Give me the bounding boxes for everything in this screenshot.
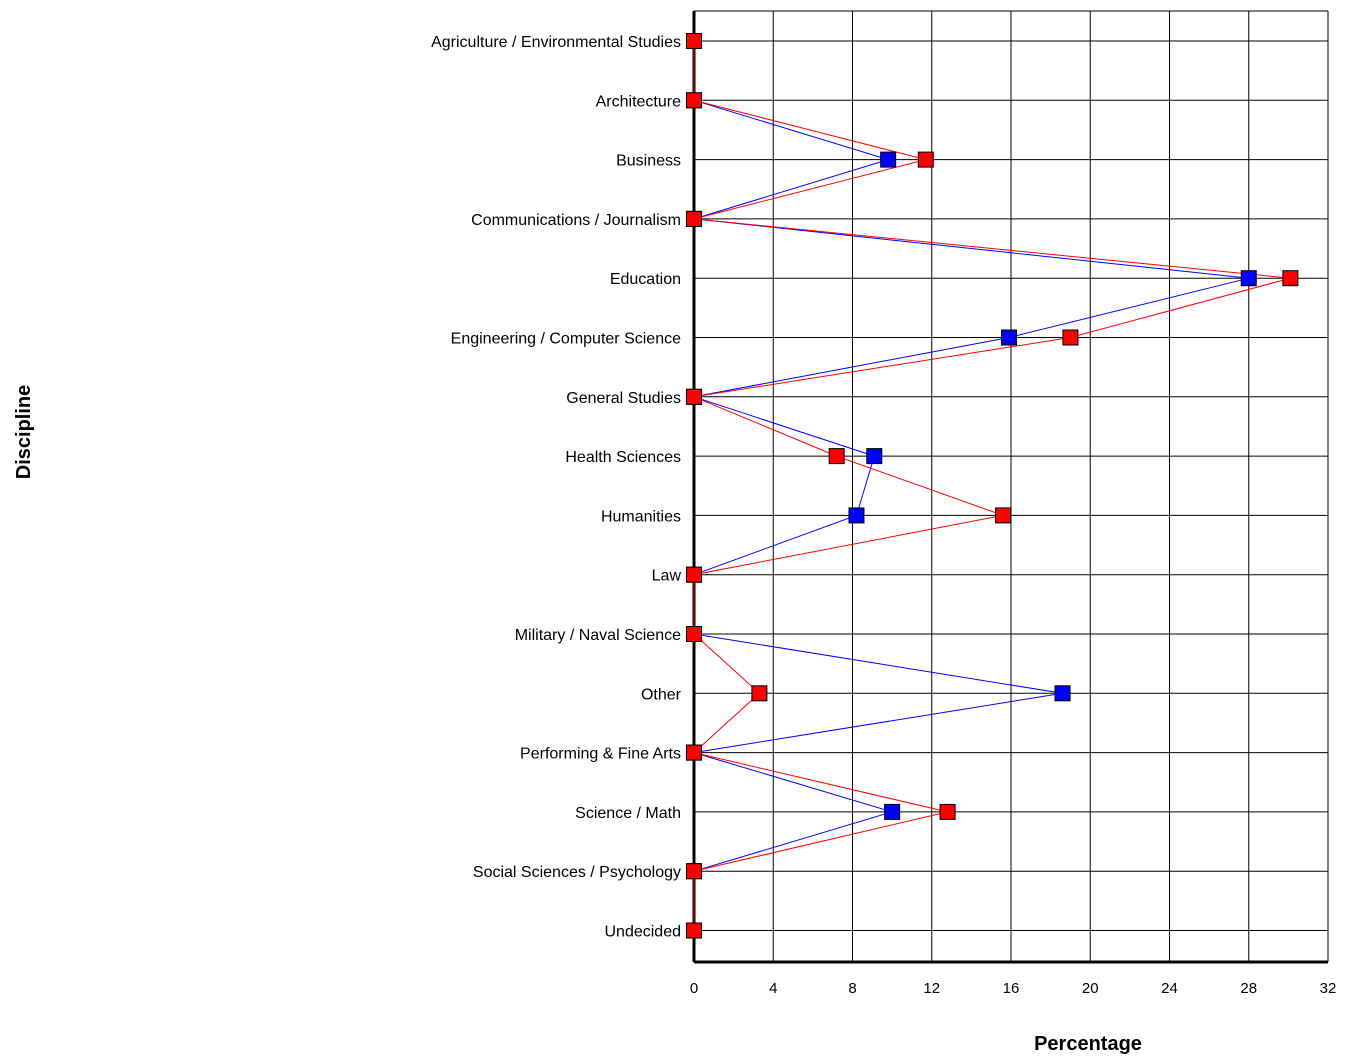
category-label: Law [652, 568, 682, 585]
y-axis-title: Discipline [13, 385, 35, 479]
data-point [828, 448, 845, 465]
data-point [995, 507, 1012, 524]
data-point [686, 744, 702, 761]
category-labels: Agriculture / Environmental Studies Archi… [431, 34, 682, 941]
data-point [686, 863, 702, 880]
x-tick-label: 24 [1161, 980, 1178, 997]
category-label: Communications / Journalism [471, 212, 681, 229]
axes [692, 10, 1329, 964]
data-point [1282, 270, 1299, 287]
data-point [848, 507, 865, 524]
data-point [1054, 685, 1071, 702]
x-tick-label: 28 [1240, 980, 1257, 997]
category-label: Undecided [605, 924, 682, 941]
data-point [939, 803, 956, 820]
data-point [866, 448, 883, 465]
series-line [693, 41, 1249, 931]
x-tick-label: 4 [769, 980, 777, 997]
category-label: Other [641, 686, 682, 703]
data-point [686, 626, 702, 642]
data-point [686, 92, 702, 109]
series-line [692, 41, 1291, 931]
data-point [1062, 329, 1079, 346]
data-point [880, 151, 897, 168]
data-point [686, 210, 702, 227]
category-label: Engineering / Computer Science [451, 331, 681, 348]
markers [686, 33, 1299, 939]
category-label: Architecture [596, 93, 681, 110]
data-point [686, 388, 702, 405]
category-label: General Studies [566, 390, 681, 407]
data-point [1240, 270, 1257, 287]
data-point [751, 685, 768, 702]
data-point [1001, 329, 1018, 346]
data-point [884, 803, 901, 820]
x-tick-label: 16 [1003, 980, 1020, 997]
category-label: Agriculture / Environmental Studies [431, 34, 681, 51]
x-tick-label: 8 [848, 980, 856, 997]
x-tick-label: 32 [1320, 980, 1337, 997]
category-label: Health Sciences [565, 449, 681, 466]
data-point [686, 33, 702, 49]
category-label: Business [616, 153, 681, 170]
data-point [686, 566, 702, 583]
x-tick-label: 12 [923, 980, 940, 997]
category-label: Military / Naval Science [515, 627, 681, 644]
data-point [686, 922, 702, 939]
grid-lines [694, 11, 1329, 962]
data-point [917, 151, 934, 168]
category-label: Education [610, 271, 681, 288]
category-label: Social Sciences / Psychology [473, 864, 681, 881]
tick-labels: 0 4 8 12 16 20 24 28 32 [690, 980, 1337, 997]
x-axis-title: Percentage [1034, 1033, 1142, 1055]
x-tick-label: 20 [1082, 980, 1099, 997]
category-label: Science / Math [575, 805, 681, 822]
x-tick-label: 0 [690, 980, 698, 997]
category-label: Humanities [601, 508, 681, 525]
series-lines [692, 41, 1291, 931]
category-label: Performing & Fine Arts [520, 746, 681, 763]
